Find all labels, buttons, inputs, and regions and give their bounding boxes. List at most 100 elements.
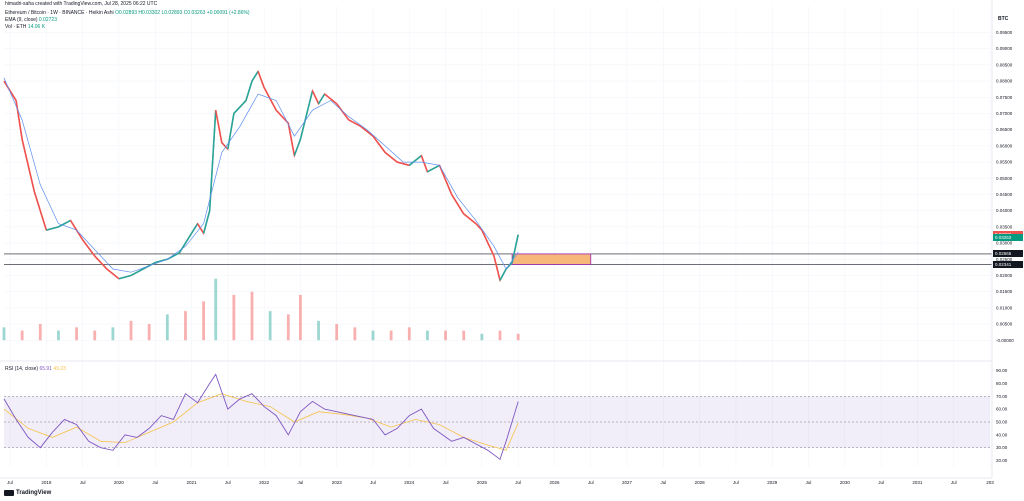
price-candle-segment: [336, 103, 350, 121]
volume-bar: [93, 330, 97, 341]
price-tick-label: -0.00000: [996, 338, 1014, 343]
price-candle-segment: [94, 255, 108, 270]
support-zone-box: [511, 253, 592, 265]
price-tick-label: 0.05000: [996, 176, 1013, 181]
price-candle-segment: [360, 125, 374, 137]
volume-bar: [111, 327, 115, 341]
rsi-tick-label: 30.00: [996, 445, 1008, 450]
volume-bar: [57, 330, 60, 341]
volume-bar: [426, 330, 429, 341]
price-candle-segment: [499, 268, 507, 281]
volume-bar: [462, 330, 466, 341]
price-candle-segment: [227, 113, 235, 150]
time-tick-label: 2025: [477, 480, 488, 485]
price-candle-segment: [287, 123, 296, 156]
price-candle-segment: [324, 93, 338, 105]
price-candle-segment: [221, 142, 229, 150]
time-tick-label: 2028: [695, 480, 706, 485]
price-candle-segment: [293, 139, 302, 156]
time-tick-label: 2022: [259, 480, 270, 485]
price-tick-label: 0.02000: [996, 273, 1013, 278]
volume-bar: [232, 294, 236, 341]
rsi-panel: [3, 373, 990, 461]
grid-lines: [4, 6, 992, 467]
price-tick-label: 0.02500: [996, 257, 1013, 262]
price-candle-segment: [348, 119, 362, 128]
ohlc-values: O0.02893 H0.03302 L0.02893 C0.03263 +0.0…: [115, 10, 250, 16]
volume-bar: [214, 278, 218, 341]
volume-bar: [498, 330, 502, 341]
rsi-legend[interactable]: RSI (14, close) 65.91 49.23: [5, 366, 66, 372]
price-candle-segment: [481, 229, 495, 257]
price-candle-segment: [408, 154, 422, 166]
price-candle-segment: [106, 268, 120, 280]
price-tick-label: 0.09500: [996, 30, 1013, 35]
time-tick-label: 2027: [622, 480, 633, 485]
tradingview-logo[interactable]: TradingView: [4, 490, 51, 496]
rsi-line: [3, 373, 519, 461]
time-tick-label: 2023: [332, 480, 343, 485]
time-tick-label: Jul: [370, 480, 376, 485]
volume-bar: [147, 324, 151, 341]
volume-value: 14.06 K: [27, 24, 46, 30]
price-series: [3, 69, 519, 283]
price-badge: 0.03263: [993, 233, 1023, 241]
time-tick-label: 2019: [41, 480, 52, 485]
ema-value: 0.02723: [38, 17, 57, 23]
rsi-value: 65.91: [39, 366, 52, 372]
currency-label[interactable]: BTC: [998, 16, 1009, 22]
time-tick-label: Jul: [80, 480, 86, 485]
ema-legend[interactable]: EMA (9, close) 0.02723: [5, 17, 57, 23]
price-candle-segment: [384, 151, 398, 163]
price-candle-segment: [245, 80, 253, 101]
rsi-tick-label: 20.00: [996, 458, 1008, 463]
rsi-tick-label: 50.00: [996, 420, 1008, 425]
price-candle-segment: [438, 165, 453, 195]
price-candle-segment: [450, 194, 465, 215]
volume-bar: [444, 330, 447, 341]
price-tick-label: 0.03000: [996, 241, 1013, 246]
price-candle-segment: [263, 87, 277, 111]
time-tick-label: Jul: [951, 480, 957, 485]
symbol-line: Ethereum / Bitcoin · 1W · BINANCE · Heik…: [5, 10, 250, 17]
time-tick-label: 2021: [187, 480, 198, 485]
time-tick-label: Jul: [806, 480, 812, 485]
price-candle-segment: [130, 268, 144, 277]
price-candle-segment: [427, 164, 440, 173]
price-candle-segment: [493, 255, 501, 281]
volume-bars: [2, 278, 520, 341]
symbol-pair[interactable]: Ethereum / Bitcoin · 1W · BINANCE · Heik…: [5, 10, 114, 16]
price-candle-segment: [311, 90, 320, 105]
volume-bar: [184, 311, 187, 341]
time-tick-label: Jul: [7, 480, 13, 485]
price-candle-segment: [475, 223, 483, 231]
rsi-tick-label: 70.00: [996, 394, 1008, 399]
price-candle-segment: [317, 93, 326, 105]
time-tick-label: 2024: [404, 480, 415, 485]
price-candle-segment: [58, 219, 71, 228]
price-tick-label: 0.01000: [996, 305, 1013, 310]
time-tick-label: Jul: [515, 480, 521, 485]
time-tick-label: 2031: [912, 480, 923, 485]
volume-bar: [286, 314, 290, 341]
price-candle-segment: [118, 274, 132, 280]
price-candle-segment: [81, 239, 96, 257]
time-tick-label: Jul: [443, 480, 449, 485]
time-tick-label: Jul: [152, 480, 158, 485]
time-tick-label: Jul: [298, 480, 304, 485]
price-tick-label: 0.06500: [996, 127, 1013, 132]
price-tick-label: 0.08500: [996, 62, 1013, 67]
price-candle-segment: [251, 70, 259, 82]
volume-bar: [75, 327, 78, 341]
price-line: [3, 69, 519, 283]
price-tick-label: 0.03500: [996, 224, 1013, 229]
price-candle-segment: [299, 90, 314, 140]
volume-bar: [353, 327, 357, 341]
volume-legend[interactable]: Vol · ETH 14.06 K: [5, 24, 46, 30]
price-candle-segment: [463, 213, 477, 225]
time-tick-label: Jul: [660, 480, 666, 485]
time-tick-label: Jul: [733, 480, 739, 485]
time-tick-label: 2029: [767, 480, 778, 485]
price-candle-segment: [15, 100, 23, 140]
